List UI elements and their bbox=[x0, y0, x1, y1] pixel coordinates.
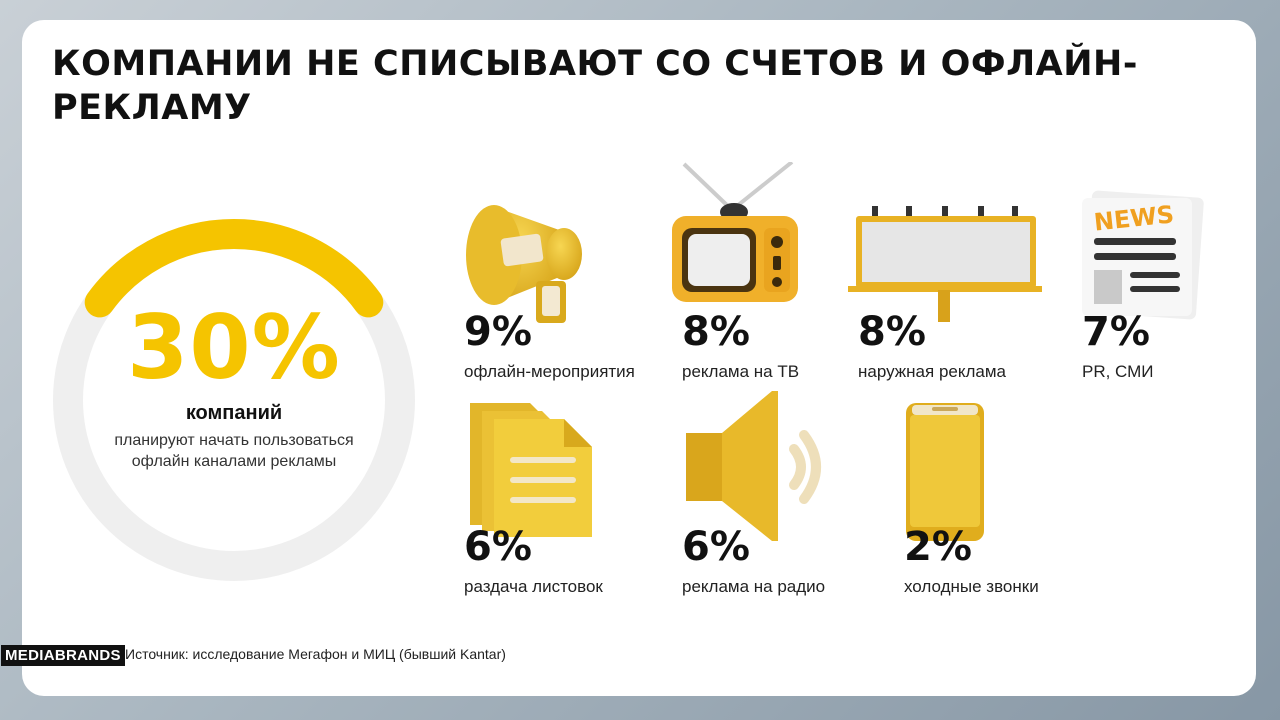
stat-item-calls: 2% холодные звонки bbox=[904, 395, 1114, 596]
stat-value: 9% bbox=[464, 309, 532, 355]
flyers-icon bbox=[470, 403, 592, 537]
stat-item-radio: 6% реклама на радио bbox=[682, 391, 892, 596]
highlight-description: планируют начать пользоваться офлайн кан… bbox=[114, 432, 354, 470]
stat-label: реклама на ТВ bbox=[682, 362, 800, 381]
highlight-label: компаний bbox=[185, 402, 283, 424]
speaker-icon bbox=[686, 391, 821, 541]
slide-title: КОМПАНИИ НЕ СПИСЫВАЮТ СО СЧЕТОВ И ОФЛАЙН… bbox=[52, 44, 1138, 128]
billboard-icon bbox=[848, 206, 1042, 322]
stat-item-tv: 8% реклама на ТВ bbox=[672, 162, 892, 381]
stat-item-events: 9% офлайн-мероприятия bbox=[464, 180, 674, 381]
stat-value: 6% bbox=[682, 524, 750, 570]
stat-value: 8% bbox=[858, 309, 926, 355]
donut-chart bbox=[53, 219, 415, 581]
stat-label: холодные звонки bbox=[904, 577, 1039, 596]
stat-value: 7% bbox=[1082, 309, 1150, 355]
stat-item-flyers: 6% раздача листовок bbox=[464, 395, 674, 596]
slide-card: КОМПАНИИ НЕ СПИСЫВАЮТ СО СЧЕТОВ И ОФЛАЙН… bbox=[22, 20, 1256, 696]
newspaper-icon: NEWS bbox=[1082, 190, 1204, 320]
stat-label: реклама на радио bbox=[682, 577, 826, 596]
stat-label: офлайн-мероприятия bbox=[464, 362, 635, 381]
highlight-value: 30% bbox=[127, 296, 341, 399]
phone-icon bbox=[906, 403, 984, 541]
tv-icon bbox=[672, 162, 798, 302]
stat-value: 8% bbox=[682, 309, 750, 355]
stat-value: 6% bbox=[464, 524, 532, 570]
mediabrands-logo: MEDIABRANDS bbox=[1, 645, 125, 666]
stat-label: раздача листовок bbox=[464, 577, 603, 596]
donut-arc bbox=[84, 219, 384, 318]
stat-value: 2% bbox=[904, 524, 972, 570]
stat-item-pr: NEWS 7% PR, СМИ bbox=[1082, 180, 1280, 381]
source-note: Источник: исследование Мегафон и МИЦ (бы… bbox=[125, 646, 506, 662]
stat-label: PR, СМИ bbox=[1082, 362, 1154, 381]
stat-item-outdoor: 8% наружная реклама bbox=[848, 180, 1068, 381]
megaphone-icon bbox=[466, 205, 582, 323]
stat-label: наружная реклама bbox=[858, 362, 1006, 381]
